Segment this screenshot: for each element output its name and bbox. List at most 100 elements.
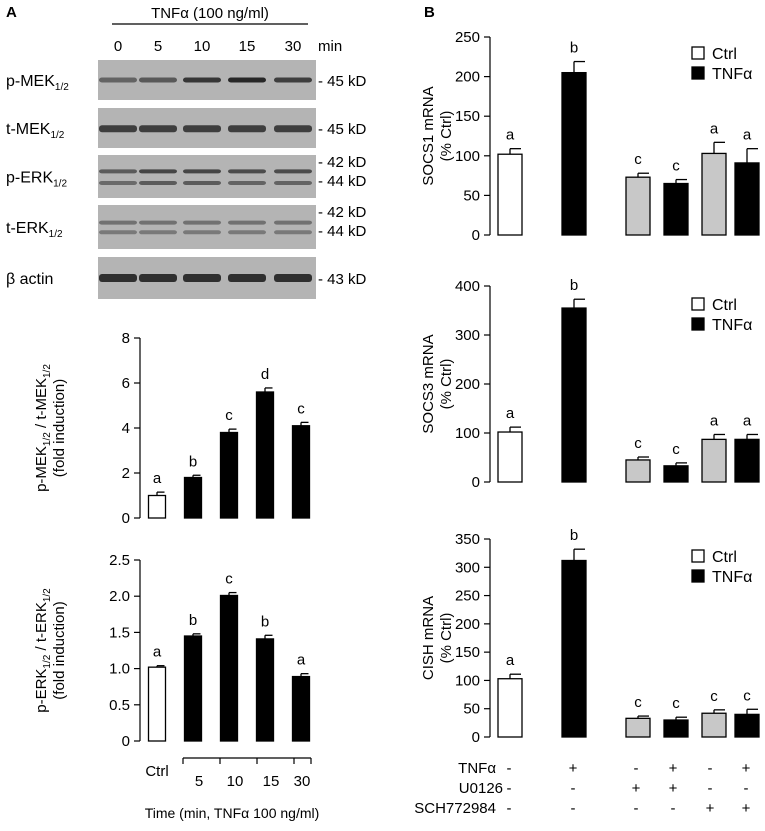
significance-letter: c xyxy=(672,441,680,458)
treatment-sign: - xyxy=(671,800,676,817)
x-axis-title: Time (min, TNFα 100 ng/ml) xyxy=(145,805,320,821)
treatment-sign: - xyxy=(708,780,713,797)
bar xyxy=(497,153,523,236)
blot-band xyxy=(228,274,266,282)
blot-label: t-ERK1/2 xyxy=(6,220,63,240)
y-tick-label: 4 xyxy=(122,420,130,437)
significance-letter: b xyxy=(261,613,269,630)
bar xyxy=(561,71,587,236)
significance-letter: a xyxy=(153,644,162,661)
blot-band xyxy=(99,220,137,225)
time-point-label: 5 xyxy=(154,38,162,55)
treatment-sign: - xyxy=(507,760,512,777)
blot-band xyxy=(183,169,221,174)
legend-label-ctrl: Ctrl xyxy=(712,549,737,566)
treatment-sign: + xyxy=(742,800,751,817)
bar xyxy=(255,391,275,519)
blot-p-mek: p-MEK1/2 - 45 kD xyxy=(6,60,367,100)
treatment-sign: - xyxy=(634,760,639,777)
bar xyxy=(147,666,167,742)
treatment-row-label: U0126 xyxy=(459,780,503,797)
bar xyxy=(219,594,239,742)
significance-letter: c xyxy=(225,407,233,424)
blot-band xyxy=(99,77,137,83)
category-label: 10 xyxy=(227,773,244,790)
blot-label: β actin xyxy=(6,271,53,288)
legend-swatch-tnf xyxy=(691,66,705,80)
legend: Ctrl TNFα xyxy=(691,549,752,586)
treatment-sign: - xyxy=(571,780,576,797)
y-tick-label: 200 xyxy=(455,616,480,633)
treatment-sign: - xyxy=(634,800,639,817)
bar xyxy=(701,152,727,236)
bar xyxy=(219,431,239,519)
blot-marker: - 44 kD xyxy=(318,223,367,240)
blot-t-erk: t-ERK1/2 - 42 kD - 44 kD xyxy=(6,204,367,249)
blot-band xyxy=(274,274,312,282)
significance-letter: c xyxy=(672,158,680,175)
legend: Ctrl TNFα xyxy=(691,297,752,334)
blot-band xyxy=(274,169,312,174)
bar xyxy=(663,719,689,738)
bar xyxy=(291,425,311,519)
y-tick-label: 50 xyxy=(463,187,480,204)
blot-band xyxy=(99,230,137,235)
treatment-row-label: TNFα xyxy=(458,760,496,777)
blot-band xyxy=(139,77,177,83)
category-label: 5 xyxy=(195,773,203,790)
y-axis-label-2: (fold induction) xyxy=(51,379,68,477)
blot-membrane xyxy=(98,155,316,198)
time-unit-label: min xyxy=(318,38,342,55)
significance-letter: a xyxy=(743,412,752,429)
blot-marker: - 42 kD xyxy=(318,204,367,221)
y-tick-label: 2.5 xyxy=(109,552,130,569)
y-tick-label: 200 xyxy=(455,69,480,86)
blot-band xyxy=(139,274,177,282)
legend-swatch-tnf xyxy=(691,317,705,331)
significance-letter: c xyxy=(710,688,718,705)
y-tick-label: 100 xyxy=(455,672,480,689)
treatment-sign: - xyxy=(708,760,713,777)
significance-letter: d xyxy=(261,366,269,383)
treatment-sign: + xyxy=(706,800,715,817)
treatment-sign: + xyxy=(669,760,678,777)
legend-swatch-ctrl xyxy=(691,46,705,60)
y-axis-label: p-ERK1/2 / t-ERK1/2 xyxy=(33,588,53,713)
blot-band xyxy=(228,169,266,174)
time-point-label: 10 xyxy=(194,38,211,55)
treatment-sign: - xyxy=(507,800,512,817)
bar xyxy=(561,307,587,483)
y-tick-label: 100 xyxy=(455,425,480,442)
blot-band xyxy=(139,180,177,185)
bar xyxy=(734,713,760,738)
blot-band xyxy=(183,180,221,185)
significance-letter: a xyxy=(506,652,515,669)
significance-letter: c xyxy=(672,695,680,712)
blot-band xyxy=(274,180,312,185)
treatment-row-label: SCH772984 xyxy=(414,800,496,817)
treatment-sign: + xyxy=(569,760,578,777)
y-tick-label: 0 xyxy=(472,227,480,244)
blot-band xyxy=(274,230,312,235)
legend-swatch-tnf xyxy=(691,569,705,583)
y-tick-label: 0 xyxy=(472,729,480,746)
time-point-label: 15 xyxy=(239,38,256,55)
blot-label: p-MEK1/2 xyxy=(6,73,69,93)
bar xyxy=(255,638,275,742)
significance-letter: a xyxy=(743,127,752,144)
y-tick-label: 0 xyxy=(122,510,130,527)
blot-band xyxy=(99,274,137,282)
y-tick-label: 400 xyxy=(455,278,480,295)
treatment-label: TNFα (100 ng/ml) xyxy=(151,5,269,22)
y-tick-label: 350 xyxy=(455,531,480,548)
y-tick-label: 0 xyxy=(122,733,130,750)
bar xyxy=(663,182,689,236)
treatment-sign: + xyxy=(669,780,678,797)
blot-band xyxy=(183,220,221,225)
blot-band xyxy=(139,125,177,133)
blot-band xyxy=(139,169,177,174)
bar xyxy=(561,559,587,738)
chart-mek-fold-induction: 0 2 4 6 8 p-MEK1/2 / t-MEK1/2(fold induction)… xyxy=(33,330,311,527)
y-tick-label: 200 xyxy=(455,376,480,393)
